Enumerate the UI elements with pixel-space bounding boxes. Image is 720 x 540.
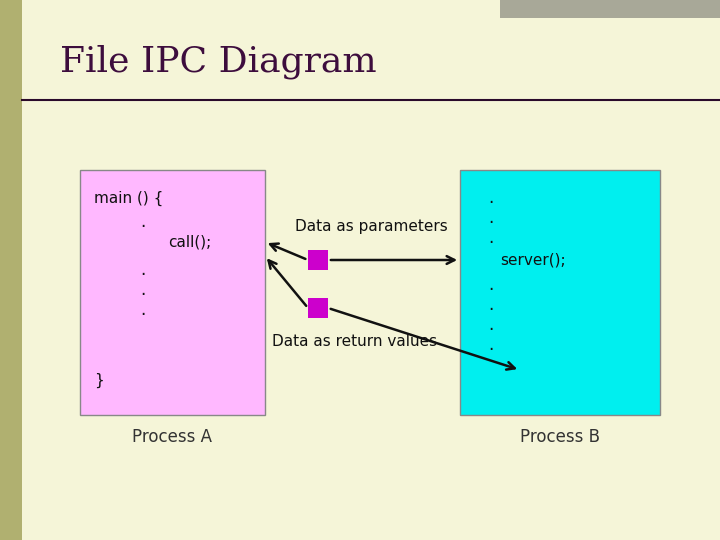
Text: .: . [488,336,493,354]
Text: Data as return values: Data as return values [272,334,437,349]
Text: main () {: main () { [94,191,163,206]
Text: .: . [140,213,145,231]
Text: .: . [488,229,493,247]
Bar [460,170,660,415]
Text: .: . [488,276,493,294]
Bar [500,0,720,18]
Text: }: } [94,373,104,388]
Text: .: . [140,261,145,279]
Bar [308,250,328,270]
Text: .: . [140,281,145,299]
Text: Process B: Process B [520,428,600,446]
Text: .: . [488,189,493,207]
Text: Data as parameters: Data as parameters [295,219,448,234]
Text: call();: call(); [168,234,211,249]
Bar [0,0,22,540]
Text: .: . [488,209,493,227]
Text: .: . [488,316,493,334]
Text: File IPC Diagram: File IPC Diagram [60,45,377,79]
Text: Process A: Process A [132,428,212,446]
Text: server();: server(); [500,253,566,267]
Bar [308,298,328,318]
Text: .: . [140,301,145,319]
Text: .: . [488,296,493,314]
Bar [80,170,265,415]
